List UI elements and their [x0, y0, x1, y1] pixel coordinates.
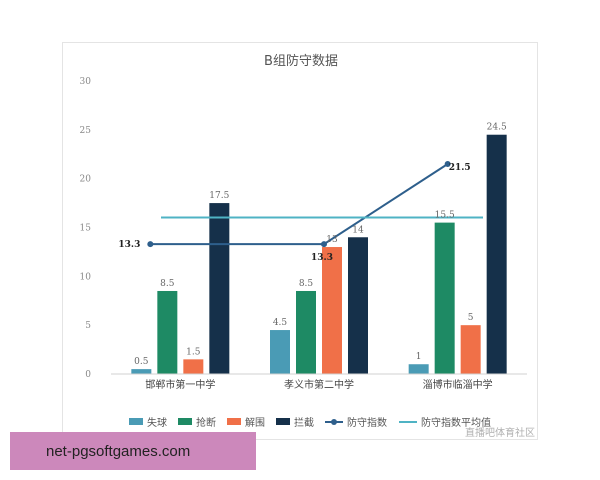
legend-label: 解围 — [245, 416, 265, 429]
y-tick-label: 15 — [80, 224, 92, 234]
lines — [147, 161, 483, 248]
x-axis: 邯郸市第一中学 孝义市第二中学 淄博市临淄中学 — [111, 373, 527, 391]
legend-label: 防守指数 — [347, 416, 387, 429]
bar — [348, 237, 368, 374]
bar-value-label: 0.5 — [134, 357, 149, 367]
bar — [296, 290, 316, 374]
line-value-label: 13.3 — [118, 240, 140, 250]
bar — [408, 364, 429, 374]
bar — [270, 330, 290, 374]
line-point — [321, 241, 327, 248]
legend-swatch — [227, 418, 241, 425]
bar — [486, 134, 507, 374]
bar — [322, 247, 342, 374]
line-value-label: 21.5 — [449, 163, 471, 173]
x-tick-label: 孝义市第二中学 — [284, 378, 354, 391]
chart: B组防守数据 0 5 10 15 20 25 30 0.5 4.5 1 8.5 8.5 15.5 1.5… — [80, 53, 535, 439]
bar — [131, 369, 152, 374]
watermark-credit: 直播吧体育社区 — [465, 426, 535, 439]
legend-label: 拦截 — [294, 416, 314, 429]
data-labels: 0.5 4.5 1 8.5 8.5 15.5 1.5 13 5 17.5 14 24.5 13.3 13.… — [118, 123, 507, 367]
legend-label: 抢断 — [196, 416, 216, 429]
bar-value-label: 15.5 — [435, 211, 455, 221]
bar — [183, 359, 204, 374]
bar-value-label: 1.5 — [186, 347, 201, 357]
legend-label: 防守指数平均值 — [421, 416, 491, 429]
line-point — [444, 161, 451, 168]
watermark-text: net-pgsoftgames.com — [46, 442, 191, 460]
x-tick-label: 淄博市临淄中学 — [423, 378, 493, 391]
y-tick-label: 30 — [80, 77, 92, 87]
y-tick-label: 10 — [80, 272, 92, 282]
bar — [157, 290, 178, 374]
bar-value-label: 5 — [468, 313, 474, 323]
bar-value-label: 8.5 — [160, 279, 175, 289]
bar — [434, 222, 455, 374]
bar-value-label: 13 — [326, 235, 338, 245]
chart-title: B组防守数据 — [264, 53, 338, 69]
bar-value-label: 24.5 — [487, 123, 507, 133]
y-tick-label: 0 — [85, 370, 91, 380]
chart-frame: B组防守数据 0 5 10 15 20 25 30 0.5 4.5 1 8.5 8.5 15.5 1.5… — [62, 42, 538, 440]
line-point — [147, 241, 154, 248]
bar-value-label: 1 — [416, 352, 422, 362]
legend-swatch — [178, 418, 192, 425]
y-axis: 0 5 10 15 20 25 30 — [80, 77, 92, 380]
legend-marker — [331, 419, 337, 425]
bars — [131, 134, 507, 374]
legend-swatch — [129, 418, 143, 425]
line-defense-index — [150, 163, 449, 246]
y-tick-label: 25 — [80, 126, 92, 136]
bar-value-label: 17.5 — [209, 191, 229, 201]
legend-label: 失球 — [147, 416, 167, 429]
line-value-label: 13.3 — [311, 253, 333, 263]
bar — [460, 325, 481, 374]
bar-value-label: 14 — [352, 225, 364, 235]
y-tick-label: 20 — [80, 175, 92, 185]
bar — [209, 203, 230, 374]
legend-swatch — [276, 418, 290, 425]
y-tick-label: 5 — [85, 321, 91, 331]
bar-value-label: 8.5 — [299, 279, 314, 289]
watermark-banner: net-pgsoftgames.com — [10, 432, 256, 470]
bar-value-label: 4.5 — [273, 318, 288, 328]
legend: 失球 抢断 解围 拦截 防守指数 防守指数平均值 — [129, 416, 491, 429]
x-tick-label: 邯郸市第一中学 — [145, 378, 215, 391]
